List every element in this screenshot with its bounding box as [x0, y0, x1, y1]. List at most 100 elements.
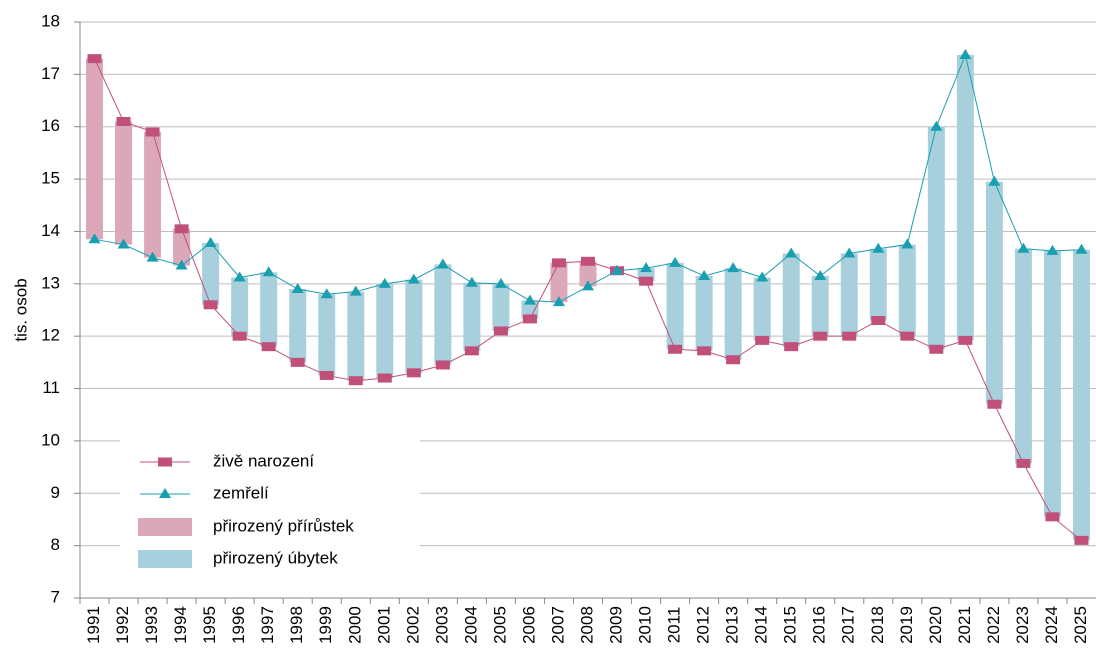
- marker: [872, 242, 885, 253]
- marker: [959, 48, 972, 59]
- marker: [958, 335, 973, 345]
- marker: [582, 280, 594, 291]
- legend-swatch: [138, 518, 192, 536]
- x-tick-label: 2019: [897, 606, 916, 644]
- bar: [144, 131, 162, 258]
- marker: [785, 247, 798, 258]
- y-tick-label: 18: [41, 11, 60, 30]
- marker: [158, 457, 172, 467]
- x-tick-label: 2009: [607, 606, 626, 644]
- bar: [318, 294, 336, 376]
- legend-label: zemřelí: [213, 483, 269, 502]
- x-tick-label: 2020: [926, 606, 945, 644]
- bar: [550, 262, 568, 303]
- x-tick-label: 1998: [287, 606, 306, 644]
- x-tick-label: 2010: [636, 606, 655, 644]
- y-tick-label: 17: [41, 64, 60, 83]
- y-tick-label: 15: [41, 169, 60, 188]
- marker: [813, 331, 828, 341]
- x-tick-label: 1999: [316, 606, 335, 644]
- x-tick-label: 2022: [984, 606, 1003, 644]
- marker: [436, 258, 449, 269]
- bar: [840, 253, 858, 337]
- x-tick-label: 1995: [200, 606, 219, 644]
- marker: [552, 296, 565, 307]
- bar: [376, 283, 394, 379]
- y-tick-label: 16: [41, 116, 60, 135]
- x-tick-label: 2016: [810, 606, 829, 644]
- x-tick-label: 2001: [374, 606, 393, 644]
- x-tick-label: 2017: [839, 606, 858, 644]
- x-tick-label: 2014: [752, 606, 771, 644]
- marker: [668, 344, 683, 354]
- x-tick-label: 2008: [577, 606, 596, 644]
- legend-label: přirozený úbytek: [213, 548, 338, 567]
- marker: [320, 288, 333, 299]
- bar: [1014, 248, 1032, 464]
- bar: [260, 272, 278, 347]
- marker: [930, 120, 943, 131]
- bar: [666, 262, 684, 350]
- marker: [145, 127, 160, 137]
- y-tick-label: 11: [42, 378, 60, 397]
- marker: [640, 262, 653, 273]
- bar: [289, 289, 307, 363]
- marker: [116, 116, 131, 126]
- marker: [232, 331, 247, 341]
- marker: [493, 326, 508, 336]
- bar: [956, 54, 974, 341]
- y-tick-label: 9: [51, 483, 60, 502]
- marker: [611, 264, 624, 275]
- marker: [697, 346, 712, 356]
- marker: [291, 283, 304, 294]
- marker: [1075, 243, 1088, 254]
- legend-label: živě narození: [213, 451, 314, 470]
- marker: [175, 259, 188, 270]
- bar: [753, 277, 771, 341]
- marker: [901, 238, 914, 249]
- x-tick-label: 1997: [258, 606, 277, 644]
- x-tick-label: 2007: [548, 606, 567, 644]
- bar: [811, 275, 829, 337]
- marker: [1016, 458, 1031, 468]
- x-tick-label: 2013: [723, 606, 742, 644]
- bar: [898, 244, 916, 337]
- marker: [204, 236, 217, 247]
- marker: [88, 233, 101, 244]
- marker: [261, 342, 276, 352]
- marker: [727, 262, 740, 273]
- y-tick-label: 13: [41, 273, 60, 292]
- marker: [407, 273, 420, 284]
- x-tick-label: 2015: [781, 606, 800, 644]
- bar: [695, 275, 713, 351]
- x-tick-label: 2024: [1042, 606, 1061, 644]
- bar: [231, 277, 249, 337]
- marker: [698, 269, 711, 280]
- bar: [202, 242, 220, 305]
- marker: [406, 368, 421, 378]
- x-tick-label: 2004: [461, 606, 480, 644]
- x-tick-label: 2005: [490, 606, 509, 644]
- marker: [726, 355, 741, 365]
- marker: [159, 488, 171, 498]
- marker: [435, 360, 450, 370]
- marker: [377, 373, 392, 383]
- marker: [669, 256, 682, 267]
- marker: [494, 277, 507, 288]
- marker: [842, 331, 857, 341]
- marker: [1017, 242, 1030, 253]
- bar: [985, 181, 1003, 405]
- x-tick-label: 2006: [519, 606, 538, 644]
- marker: [581, 256, 595, 266]
- marker: [87, 54, 102, 64]
- bar: [521, 300, 539, 319]
- bar: [115, 121, 133, 245]
- x-tick-label: 1994: [171, 606, 190, 644]
- bar: [405, 279, 423, 373]
- x-tick-label: 2025: [1071, 606, 1090, 644]
- bar: [434, 264, 452, 365]
- y-tick-label: 8: [51, 535, 60, 554]
- y-tick-label: 12: [41, 326, 60, 345]
- marker: [290, 357, 305, 367]
- marker: [871, 315, 886, 325]
